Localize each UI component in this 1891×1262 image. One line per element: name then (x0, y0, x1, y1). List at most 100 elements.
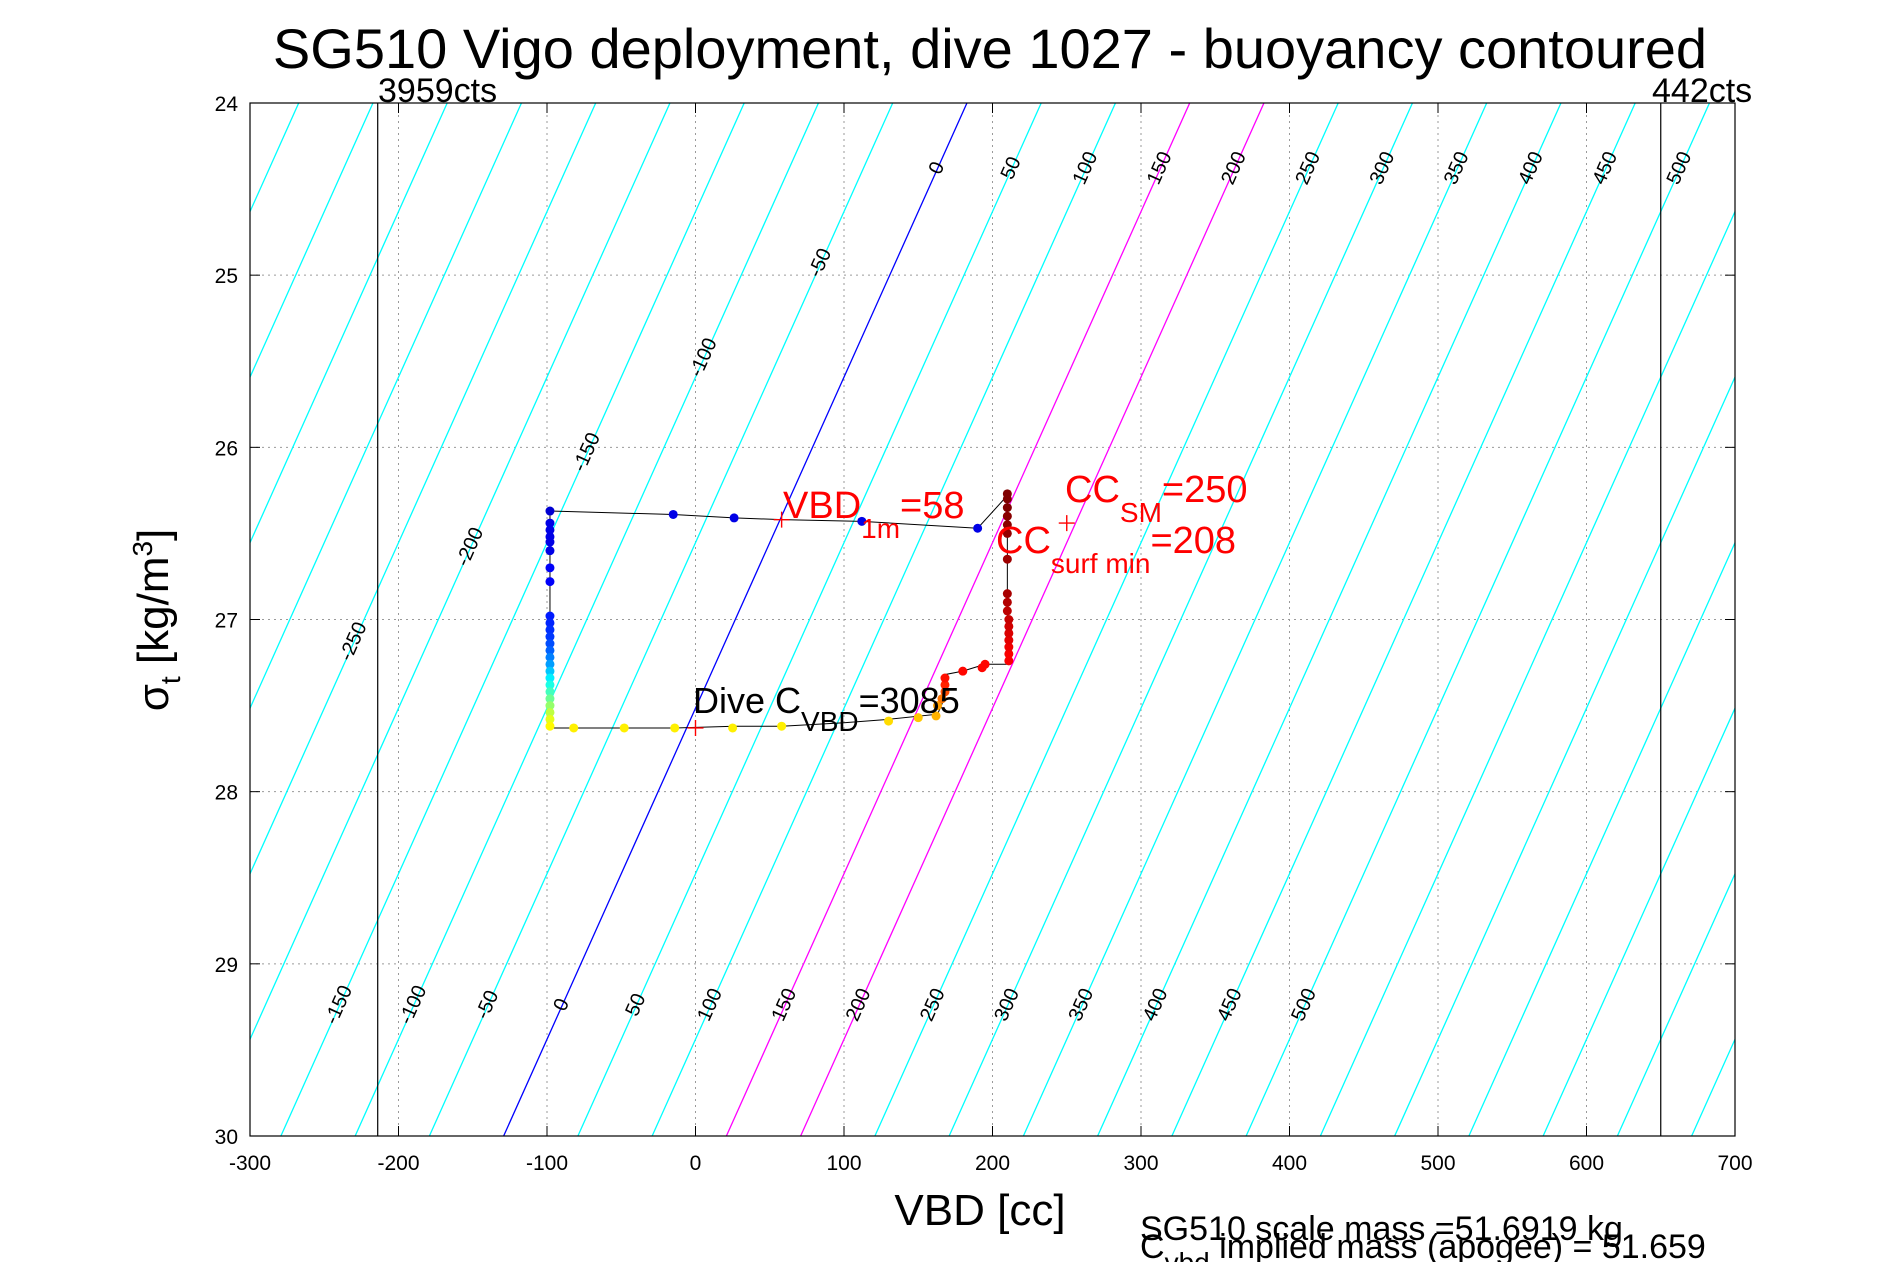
dive-data-point (777, 721, 787, 731)
dive-data-point (545, 707, 555, 717)
dive-data-point (728, 723, 738, 733)
dive-data-point (619, 723, 629, 733)
y-tick-label: 30 (215, 1126, 238, 1149)
x-tick-label: 300 (1123, 1152, 1158, 1175)
dive-data-point (545, 506, 555, 516)
dive-data-point (545, 645, 555, 655)
buoyancy-contour-line (1022, 103, 1488, 1136)
scale-mass-footer: SG510 scale mass =51.6919 kg (1140, 1210, 1623, 1248)
buoyancy-contour-line (503, 103, 968, 1136)
y-axis-ticks: 24 25 26 27 28 29 30 (215, 93, 1735, 1149)
buoyancy-contour-line (1840, 103, 1891, 1136)
dive-data-point (545, 618, 555, 628)
dive-points (545, 489, 1014, 733)
dive-data-point (940, 680, 950, 690)
x-tick-label: 0 (690, 1152, 702, 1175)
plus-marker (773, 511, 790, 528)
y-tick-label: 26 (215, 437, 238, 460)
buoyancy-contour-line (250, 103, 671, 1041)
dive-data-point (958, 666, 968, 676)
buoyancy-contour-line (428, 103, 894, 1136)
cc-sm-annotation: CCSM=250 (1065, 469, 1247, 528)
dive-data-point (1004, 656, 1014, 666)
buoyancy-contour-line (1542, 706, 1735, 1136)
buoyancy-contours (0, 103, 1891, 1136)
dive-data-point (1004, 642, 1014, 652)
buoyancy-contour-line (1245, 103, 1711, 1136)
dive-data-point (937, 694, 947, 704)
x-tick-label: 200 (975, 1152, 1010, 1175)
x-axis-title: VBD [cc] (894, 1186, 1065, 1235)
dive-data-point (545, 652, 555, 662)
buoyancy-contour-line (354, 103, 820, 1136)
buoyancy-contour-line (250, 103, 374, 379)
y-tick-label: 24 (215, 93, 239, 116)
dive-data-point (545, 701, 555, 711)
dive-data-point (980, 659, 990, 669)
dive-data-point (1002, 489, 1012, 499)
dive-data-point (545, 546, 555, 556)
dive-data-point (1002, 528, 1012, 538)
dive-data-point (670, 723, 680, 733)
buoyancy-contour-line (250, 103, 597, 876)
dive-data-point (545, 673, 555, 683)
buoyancy-contour-line (1097, 103, 1562, 1136)
buoyancy-contour-line (1468, 541, 1735, 1136)
buoyancy-contour-line (1319, 210, 1735, 1136)
dive-data-point (545, 525, 555, 535)
dive-data-point (545, 694, 555, 704)
buoyancy-contour-line (0, 103, 150, 1136)
x-tick-label: -300 (229, 1152, 271, 1175)
buoyancy-contour-line (1171, 103, 1636, 1136)
y-axis-title: σt [kg/m3] (127, 529, 186, 712)
dive-data-point (913, 713, 923, 723)
dive-data-point (545, 666, 555, 676)
y-tick-label: 25 (215, 265, 238, 288)
y-tick-label: 29 (215, 954, 238, 977)
buoyancy-contour-line (1766, 103, 1891, 1136)
y-tick-label: 27 (215, 610, 238, 633)
cc-surf-min-annotation: CCsurf min=208 (996, 520, 1236, 579)
dive-data-point (545, 721, 555, 731)
dive-data-point (884, 716, 894, 726)
buoyancy-contour-line (651, 103, 1117, 1136)
dive-data-point (545, 518, 555, 528)
dive-data-point (545, 659, 555, 669)
dive-data-point (545, 639, 555, 649)
vbd-1m-annotation: VBD1m=58 (783, 485, 965, 544)
buoyancy-contour-line (874, 103, 1339, 1136)
plus-marker (687, 719, 704, 736)
dive-data-point (545, 632, 555, 642)
x-tick-label: 500 (1420, 1152, 1455, 1175)
dive-data-point (545, 563, 555, 573)
dive-data-point (1004, 628, 1014, 638)
vbd-max-counts-label: 442cts (1652, 72, 1752, 110)
x-tick-label: 400 (1272, 1152, 1307, 1175)
buoyancy-contour-line (0, 103, 224, 1136)
dive-data-point (933, 701, 943, 711)
dive-data-point (569, 723, 579, 733)
buoyancy-contour-line (948, 103, 1414, 1136)
x-tick-label: 700 (1717, 1152, 1752, 1175)
implied-mass-footer: Cvbd implied mass (apogee) = 51.659 (1140, 1228, 1706, 1262)
dive-data-point (545, 680, 555, 690)
buoyancy-contour-line (280, 103, 745, 1136)
dive-data-point (545, 714, 555, 724)
x-axis-ticks: -300 -200 -100 0 100 200 300 400 500 600 700 (229, 103, 1753, 1175)
dive-data-point (1002, 511, 1012, 521)
dive-data-point (1004, 649, 1014, 659)
reference-markers (687, 511, 1075, 736)
x-tick-label: -200 (377, 1152, 419, 1175)
dive-data-point (545, 577, 555, 587)
dive-data-point (729, 513, 739, 523)
dive-data-point (1004, 635, 1014, 645)
plus-marker (1058, 515, 1075, 532)
buoyancy-contour-line (725, 103, 1191, 1136)
x-tick-label: -100 (526, 1152, 568, 1175)
vbd-min-counts-label: 3959cts (378, 72, 497, 110)
dive-data-point (1002, 503, 1012, 513)
dive-data-point (931, 711, 941, 721)
buoyancy-contour-line (250, 103, 523, 710)
dive-data-point (545, 611, 555, 621)
x-tick-label: 100 (826, 1152, 861, 1175)
